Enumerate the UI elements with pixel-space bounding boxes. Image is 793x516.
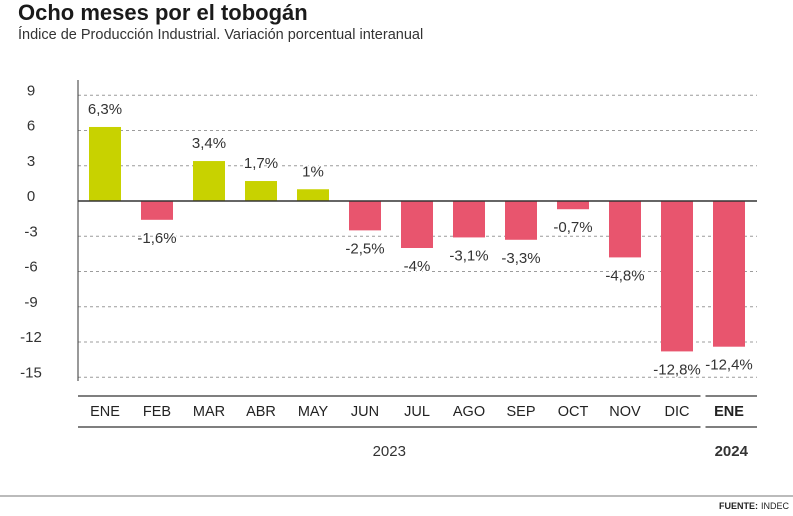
y-axis-tick-labels: 9 6 3 0 -3 -6 -9 -12 -15 bbox=[20, 82, 42, 381]
y-tick-label: 6 bbox=[27, 118, 35, 135]
y-tick-label: -3 bbox=[24, 223, 37, 240]
bar-jul-2023 bbox=[401, 201, 433, 248]
y-tick-label: -12 bbox=[20, 329, 42, 346]
data-label-sep-2023: -3,3% bbox=[501, 250, 540, 267]
y-tick-label: 3 bbox=[27, 153, 35, 170]
data-label-jul-2023: -4% bbox=[404, 258, 431, 275]
data-label-feb-2023: -1,6% bbox=[137, 230, 176, 247]
y-tick-label: 0 bbox=[27, 188, 35, 205]
data-label-abr-2023: 1,7% bbox=[244, 155, 278, 172]
x-tick-label-dic-2023: DIC bbox=[665, 404, 690, 420]
source-label: FUENTE: bbox=[719, 501, 758, 511]
bars bbox=[89, 126, 745, 352]
year-label-2023: 2023 bbox=[373, 443, 406, 460]
x-tick-label-sep-2023: SEP bbox=[506, 404, 535, 420]
x-tick-label-ene-2024: ENE bbox=[714, 404, 744, 420]
x-tick-label-feb-2023: FEB bbox=[143, 404, 171, 420]
x-tick-label-mar-2023: MAR bbox=[193, 404, 225, 420]
bar-sep-2023 bbox=[505, 201, 537, 240]
y-tick-label: 9 bbox=[27, 82, 35, 99]
chart-title: Ocho meses por el tobogán bbox=[18, 0, 308, 25]
x-tick-label-jul-2023: JUL bbox=[404, 404, 430, 420]
x-tick-label-abr-2023: ABR bbox=[246, 404, 276, 420]
bar-nov-2023 bbox=[609, 201, 641, 258]
data-label-ene-2023: 6,3% bbox=[88, 101, 122, 118]
data-label-may-2023: 1% bbox=[302, 163, 324, 180]
bar-oct-2023 bbox=[557, 201, 589, 210]
x-tick-label-jun-2023: JUN bbox=[351, 404, 379, 420]
year-label-2024: 2024 bbox=[715, 443, 749, 460]
x-tick-label-oct-2023: OCT bbox=[558, 404, 589, 420]
bar-ago-2023 bbox=[453, 201, 485, 238]
source-note: FUENTE: INDEC bbox=[719, 501, 790, 511]
x-tick-label-ene-2023: ENE bbox=[90, 404, 120, 420]
bar-jun-2023 bbox=[349, 201, 381, 231]
data-label-dic-2023: -12,8% bbox=[653, 361, 701, 378]
bar-ene-2023 bbox=[89, 126, 121, 201]
chart-subtitle: Índice de Producción Industrial. Variaci… bbox=[18, 26, 423, 43]
x-tick-label-may-2023: MAY bbox=[298, 404, 329, 420]
y-tick-label: -9 bbox=[24, 294, 37, 311]
bar-feb-2023 bbox=[141, 201, 173, 220]
source-name: INDEC bbox=[761, 501, 790, 511]
y-tick-label: -6 bbox=[24, 259, 37, 276]
bar-abr-2023 bbox=[245, 181, 277, 201]
data-label-ene-2024: -12,4% bbox=[705, 357, 753, 374]
bar-ene-2024 bbox=[713, 201, 745, 347]
data-label-nov-2023: -4,8% bbox=[605, 267, 644, 284]
data-label-ago-2023: -3,1% bbox=[449, 247, 488, 264]
data-label-mar-2023: 3,4% bbox=[192, 135, 226, 152]
data-labels: 6,3% -1,6% 3,4% 1,7% 1% -2,5% -4% -3,1% -3,3% -0,… bbox=[86, 99, 754, 379]
data-label-jun-2023: -2,5% bbox=[345, 240, 384, 257]
data-label-oct-2023: -0,7% bbox=[553, 219, 592, 236]
y-tick-label: -15 bbox=[20, 364, 42, 381]
x-tick-label-ago-2023: AGO bbox=[453, 404, 485, 420]
bar-dic-2023 bbox=[661, 201, 693, 352]
x-axis: ENE FEB MAR ABR MAY JUN JUL AGO SEP OCT NOV DIC ENE 2… bbox=[78, 395, 757, 460]
gridlines bbox=[78, 94, 757, 378]
bar-mar-2023 bbox=[193, 161, 225, 201]
x-tick-label-nov-2023: NOV bbox=[609, 404, 641, 420]
bar-may-2023 bbox=[297, 189, 329, 201]
